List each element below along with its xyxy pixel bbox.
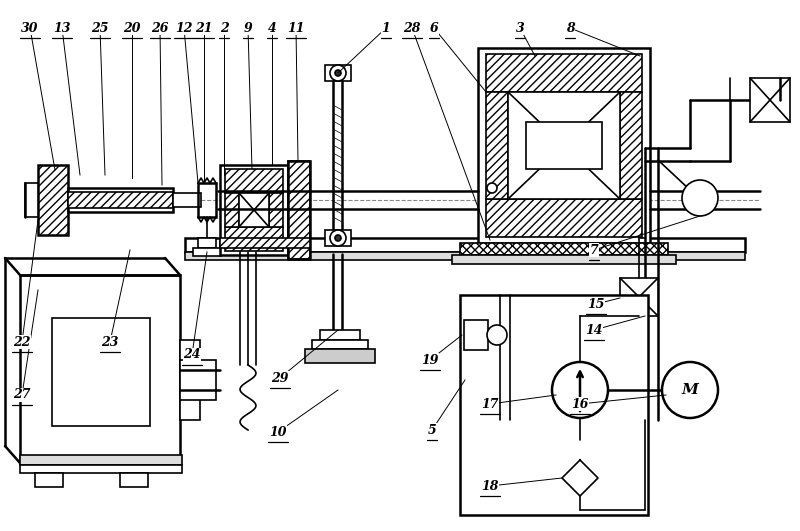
Text: 24: 24: [183, 348, 201, 362]
Bar: [120, 473, 148, 487]
Circle shape: [487, 325, 507, 345]
Bar: [325, 65, 351, 81]
Text: M: M: [682, 383, 698, 397]
Circle shape: [330, 65, 346, 81]
Bar: [620, 92, 642, 199]
Text: 6: 6: [430, 21, 438, 35]
Bar: [526, 122, 602, 169]
Polygon shape: [562, 460, 598, 496]
Text: 5: 5: [428, 424, 436, 436]
Bar: [750, 78, 790, 122]
Bar: [325, 230, 351, 246]
Bar: [180, 360, 216, 400]
Text: 10: 10: [270, 425, 286, 439]
Bar: [20, 465, 182, 473]
Bar: [20, 275, 180, 463]
Bar: [269, 193, 283, 227]
Bar: [239, 193, 269, 227]
Text: 21: 21: [195, 21, 213, 35]
Bar: [38, 165, 68, 235]
Text: 26: 26: [151, 21, 169, 35]
Bar: [68, 192, 173, 208]
Text: 28: 28: [403, 21, 421, 35]
Bar: [52, 318, 150, 426]
Text: 18: 18: [482, 479, 498, 492]
Bar: [185, 238, 745, 252]
Bar: [20, 455, 182, 465]
Bar: [486, 54, 642, 92]
Bar: [225, 227, 283, 251]
Text: 3: 3: [516, 21, 524, 35]
Text: 1: 1: [382, 21, 390, 35]
Text: 29: 29: [271, 372, 289, 384]
Bar: [25, 183, 38, 217]
Text: 4: 4: [268, 21, 276, 35]
Bar: [305, 349, 375, 363]
Text: 13: 13: [54, 21, 70, 35]
Bar: [460, 243, 668, 255]
Text: 7: 7: [590, 244, 598, 256]
Bar: [198, 238, 216, 248]
Text: 14: 14: [586, 323, 602, 337]
Bar: [464, 320, 488, 350]
Text: 20: 20: [123, 21, 141, 35]
Bar: [486, 92, 508, 199]
Text: 25: 25: [91, 21, 109, 35]
Circle shape: [335, 235, 341, 241]
Bar: [198, 183, 216, 217]
Bar: [288, 161, 310, 259]
Circle shape: [682, 180, 718, 216]
Text: 22: 22: [14, 336, 30, 348]
Text: 23: 23: [102, 336, 118, 348]
Text: 2: 2: [220, 21, 228, 35]
Circle shape: [330, 230, 346, 246]
Circle shape: [662, 362, 718, 418]
Bar: [68, 188, 173, 212]
Bar: [320, 330, 360, 340]
Text: 8: 8: [566, 21, 574, 35]
Text: 17: 17: [482, 398, 498, 410]
Bar: [220, 165, 288, 255]
Text: 19: 19: [422, 354, 438, 366]
Text: 12: 12: [175, 21, 193, 35]
Bar: [486, 199, 642, 237]
Bar: [225, 193, 239, 227]
Bar: [312, 340, 368, 349]
Bar: [288, 161, 310, 259]
Bar: [620, 278, 658, 316]
Bar: [35, 473, 63, 487]
Bar: [180, 340, 200, 420]
Bar: [173, 193, 201, 207]
Circle shape: [335, 70, 341, 76]
Text: 15: 15: [587, 297, 605, 311]
Text: 9: 9: [244, 21, 252, 35]
Bar: [193, 248, 221, 256]
Bar: [452, 255, 676, 264]
Bar: [478, 48, 650, 243]
Bar: [460, 295, 648, 515]
Bar: [508, 92, 620, 199]
Text: 30: 30: [22, 21, 38, 35]
Circle shape: [487, 183, 497, 193]
Text: 27: 27: [14, 389, 30, 401]
Bar: [225, 169, 283, 193]
Text: 16: 16: [571, 398, 589, 410]
Text: 11: 11: [287, 21, 305, 35]
Circle shape: [552, 362, 608, 418]
Bar: [220, 238, 310, 248]
Bar: [185, 252, 745, 260]
